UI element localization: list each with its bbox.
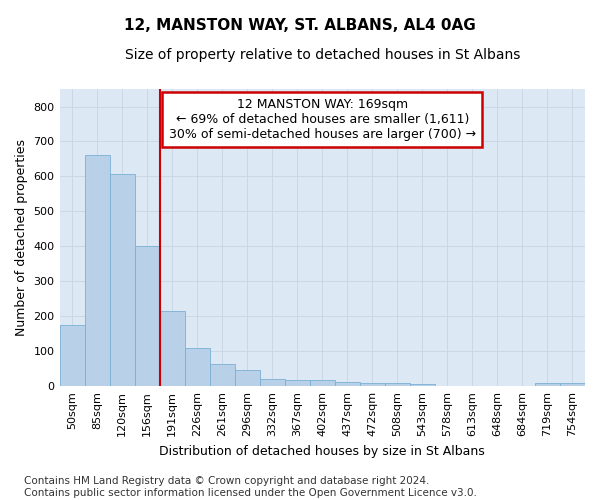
Bar	[85, 156, 110, 386]
Bar	[560, 384, 585, 386]
Bar	[410, 384, 435, 386]
Bar	[209, 364, 235, 386]
Bar	[335, 382, 360, 386]
Y-axis label: Number of detached properties: Number of detached properties	[15, 139, 28, 336]
Bar	[235, 370, 260, 386]
Title: Size of property relative to detached houses in St Albans: Size of property relative to detached ho…	[125, 48, 520, 62]
Bar	[59, 325, 85, 386]
Bar	[385, 384, 410, 386]
Text: 12, MANSTON WAY, ST. ALBANS, AL4 0AG: 12, MANSTON WAY, ST. ALBANS, AL4 0AG	[124, 18, 476, 32]
Text: 12 MANSTON WAY: 169sqm
← 69% of detached houses are smaller (1,611)
30% of semi-: 12 MANSTON WAY: 169sqm ← 69% of detached…	[169, 98, 476, 141]
X-axis label: Distribution of detached houses by size in St Albans: Distribution of detached houses by size …	[160, 444, 485, 458]
Bar	[285, 380, 310, 386]
Bar	[535, 384, 560, 386]
Bar	[134, 246, 160, 386]
Bar	[185, 348, 209, 386]
Bar	[160, 311, 185, 386]
Bar	[360, 384, 385, 386]
Text: Contains HM Land Registry data © Crown copyright and database right 2024.
Contai: Contains HM Land Registry data © Crown c…	[24, 476, 477, 498]
Bar	[310, 380, 335, 386]
Bar	[260, 379, 285, 386]
Bar	[110, 174, 134, 386]
